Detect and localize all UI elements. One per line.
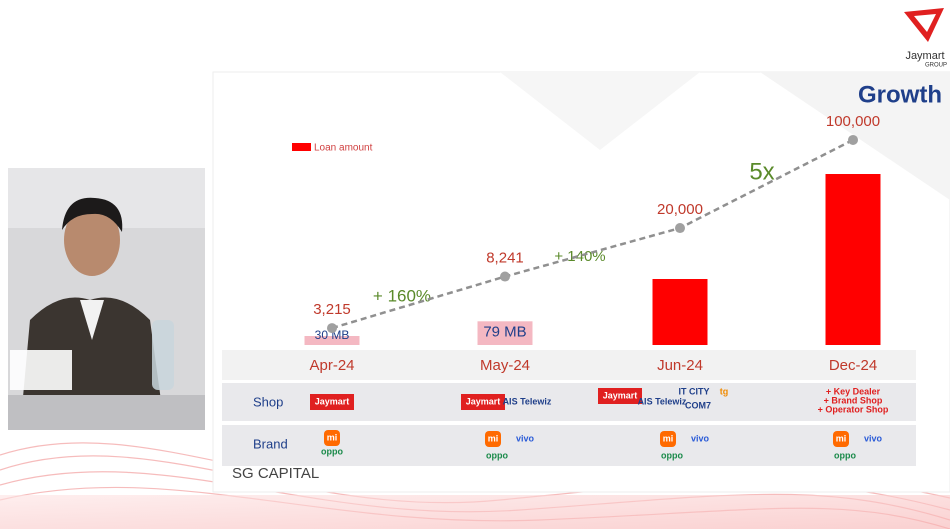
data-label: 30 MB: [315, 328, 350, 342]
brand-logo: mi: [327, 432, 338, 442]
shop-logo-bg: [461, 394, 505, 410]
shop-logo: + Brand Shop: [824, 395, 883, 405]
brand-logo: mi: [663, 433, 674, 443]
data-label: 3,215: [313, 301, 351, 318]
brand-logo: vivo: [864, 433, 883, 443]
shop-logo: Jaymart: [466, 396, 501, 406]
bar: [825, 174, 881, 345]
legend-swatch: [292, 143, 311, 151]
row-header: Shop: [253, 394, 283, 409]
line: [331, 138, 854, 330]
bar: [477, 321, 533, 345]
logo-sub: GROUP: [925, 63, 947, 69]
brand-logo: oppo: [834, 450, 856, 460]
category-band: [222, 350, 916, 380]
swirl-band: [0, 495, 950, 529]
annotation: + 140%: [554, 248, 605, 265]
line-point: [675, 223, 685, 234]
bar: [304, 336, 360, 345]
shop-logo: Jaymart: [603, 390, 638, 400]
shop-logo: Jaymart: [315, 396, 350, 406]
data-label: 100,000: [826, 113, 880, 130]
shop-logo-bg: [598, 388, 642, 404]
shop-logo: + Key Dealer: [826, 386, 881, 396]
brand-logo: oppo: [486, 450, 508, 460]
brand-logo: mi: [836, 433, 847, 443]
shop-logo-bg: [310, 394, 354, 410]
x-tick-label: Dec-24: [829, 357, 877, 374]
brand-logo: oppo: [321, 446, 343, 456]
brand-logo-bg: [660, 431, 676, 447]
shop-logo: AIS Telewiz: [503, 396, 552, 406]
data-label: 8,241: [486, 250, 524, 267]
shop-logo: IT CITY: [679, 386, 710, 396]
slide-title: Growth: [858, 81, 942, 108]
line-point: [327, 323, 337, 334]
footer-logo: SG CAPITAL: [232, 465, 319, 482]
brand-logo: vivo: [691, 433, 710, 443]
x-tick-label: Apr-24: [309, 357, 354, 374]
data-label: 79 MB: [483, 323, 526, 340]
slide-pattern: [500, 72, 700, 150]
legend-label: Loan amount: [314, 143, 373, 154]
line-point: [500, 271, 510, 282]
bar: [652, 279, 708, 345]
x-tick-label: May-24: [480, 357, 530, 374]
shop-logo: tg: [720, 386, 729, 396]
shop-logo: COM7: [685, 400, 711, 410]
logo-mark: [914, 14, 936, 32]
brand-logo: oppo: [661, 450, 683, 460]
brand-logo: mi: [488, 433, 499, 443]
brand-logo-bg: [833, 431, 849, 447]
logo-name: Jaymart: [905, 50, 944, 62]
brand-logo-bg: [324, 430, 340, 446]
line-point: [848, 134, 858, 145]
shop-logo: AIS Telewiz: [638, 396, 687, 406]
annotation: + 160%: [373, 286, 431, 305]
row-header: Brand: [253, 436, 288, 451]
brand-logo: vivo: [516, 433, 535, 443]
shop-logo: + Operator Shop: [818, 404, 889, 414]
x-tick-label: Jun-24: [657, 357, 703, 374]
brand-logo-bg: [485, 431, 501, 447]
video-inset: [8, 168, 205, 430]
data-label: 20,000: [657, 201, 703, 218]
